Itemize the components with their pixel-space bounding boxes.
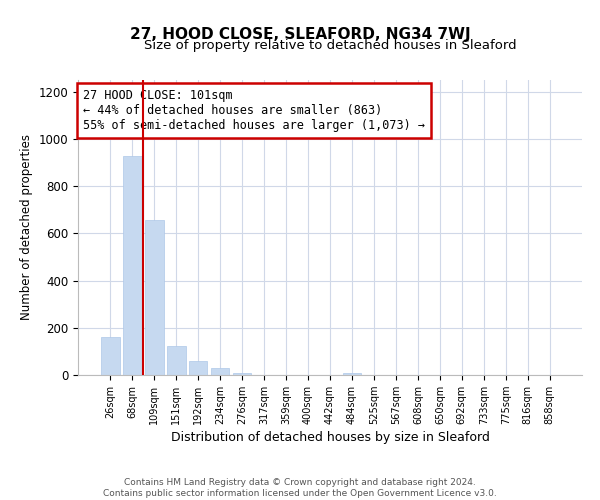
Bar xyxy=(123,156,142,375)
Y-axis label: Number of detached properties: Number of detached properties xyxy=(20,134,33,320)
Bar xyxy=(101,337,119,375)
Text: 27 HOOD CLOSE: 101sqm
← 44% of detached houses are smaller (863)
55% of semi-det: 27 HOOD CLOSE: 101sqm ← 44% of detached … xyxy=(83,89,425,132)
Title: Size of property relative to detached houses in Sleaford: Size of property relative to detached ho… xyxy=(143,40,517,52)
Bar xyxy=(343,372,361,375)
X-axis label: Distribution of detached houses by size in Sleaford: Distribution of detached houses by size … xyxy=(170,431,490,444)
Text: 27, HOOD CLOSE, SLEAFORD, NG34 7WJ: 27, HOOD CLOSE, SLEAFORD, NG34 7WJ xyxy=(130,28,470,42)
Bar xyxy=(167,346,185,375)
Bar xyxy=(189,361,208,375)
Bar xyxy=(145,220,164,375)
Bar xyxy=(211,368,229,375)
Text: Contains HM Land Registry data © Crown copyright and database right 2024.
Contai: Contains HM Land Registry data © Crown c… xyxy=(103,478,497,498)
Bar xyxy=(233,372,251,375)
